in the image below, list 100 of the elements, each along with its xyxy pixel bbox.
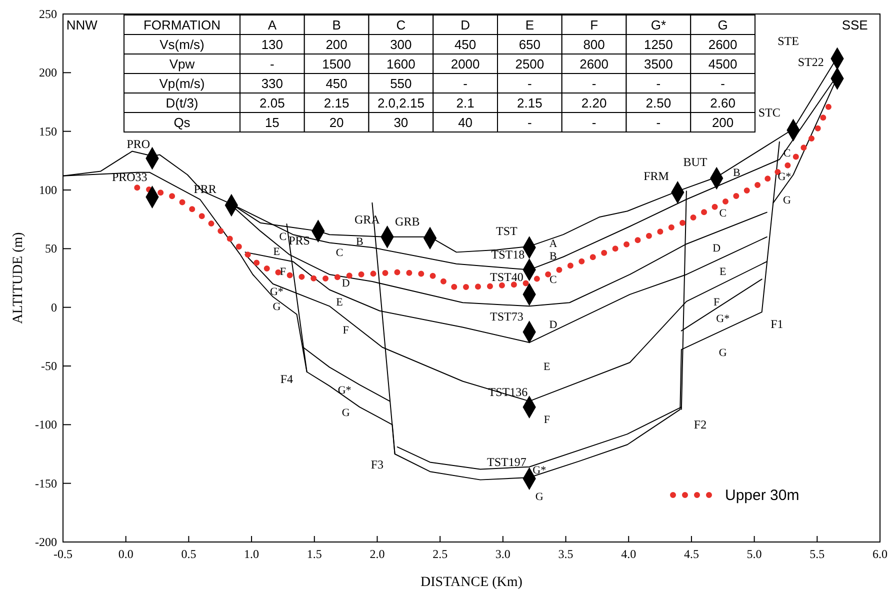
annotation: C	[396, 18, 406, 32]
y-tick-label: -200	[35, 535, 57, 549]
annotation: -	[463, 76, 468, 91]
annotation: 15	[264, 115, 280, 130]
x-tick-label: 6.0	[872, 547, 888, 561]
annotation: D	[460, 18, 470, 32]
annotation: GRB	[395, 214, 420, 229]
annotation: 20	[329, 115, 344, 130]
annotation: 2.60	[710, 96, 736, 110]
x-tick-label: 1.5	[306, 547, 322, 561]
annotation: TST197	[487, 455, 526, 470]
annotation: 30	[394, 115, 408, 130]
y-tick-label: -100	[35, 418, 57, 432]
annotation: 1250	[644, 37, 673, 52]
annotation: TST18	[491, 248, 525, 262]
annotation: G*	[532, 464, 546, 476]
annotation: -	[528, 76, 532, 91]
annotation: 200	[326, 37, 348, 52]
y-tick-label: 200	[39, 66, 57, 80]
x-tick-label: 1.0	[244, 547, 260, 561]
annotation: C	[336, 247, 344, 260]
annotation: 550	[390, 76, 412, 91]
x-axis-title: DISTANCE (Km)	[420, 575, 523, 590]
annotation: 200	[712, 115, 734, 130]
annotation: 300	[390, 37, 412, 52]
x-tick-label: 5.5	[810, 547, 825, 561]
annotation: 800	[583, 37, 605, 52]
x-tick-label: 4.0	[621, 547, 636, 561]
annotation: G*	[716, 312, 730, 325]
annotation: FORMATION	[143, 18, 221, 32]
y-tick-label: 0	[51, 300, 57, 314]
annotation: 2.20	[581, 96, 607, 110]
annotation: F	[280, 266, 286, 278]
annotation: NNW	[66, 18, 98, 33]
annotation: -	[656, 76, 661, 91]
annotation: F2	[694, 418, 707, 432]
y-tick-label: 100	[39, 183, 57, 197]
annotation: G	[342, 406, 350, 419]
annotation: 450	[326, 76, 348, 91]
x-tick-label: 0.5	[181, 547, 196, 561]
annotation: C	[550, 274, 557, 286]
annotation: Vs(m/s)	[160, 37, 204, 52]
annotation: 2000	[450, 56, 480, 72]
annotation: D	[342, 278, 350, 290]
annotation: 40	[458, 115, 473, 130]
x-tick-label: 2.0	[370, 547, 385, 561]
annotation: Vpw	[169, 56, 196, 72]
annotation: G	[718, 18, 728, 32]
annotation: STC	[758, 106, 780, 120]
annotation: -	[656, 115, 661, 130]
annotation: C	[719, 207, 727, 220]
annotation: B	[733, 166, 740, 179]
y-axis-title: ALTITUDE (m)	[11, 232, 26, 324]
x-tick-label: 3.0	[495, 547, 510, 561]
x-tick-label: 5.0	[746, 547, 762, 561]
annotation: 2.15	[517, 96, 542, 110]
annotation: -	[528, 115, 532, 130]
annotation: E	[336, 296, 344, 308]
y-tick-label: -50	[41, 359, 57, 373]
y-tick-label: 150	[39, 124, 57, 138]
annotation: 2.1	[456, 96, 474, 110]
annotation: 2.0,2.15	[377, 96, 424, 110]
annotation: -	[592, 76, 596, 91]
legend-label: Upper 30m	[725, 487, 800, 504]
x-tick-label: 4.5	[684, 547, 699, 561]
annotation: 130	[261, 37, 284, 52]
annotation: B	[550, 250, 557, 263]
annotation: 2600	[580, 56, 609, 72]
annotation: -	[270, 56, 274, 72]
annotation: 650	[518, 37, 541, 52]
x-tick-label: 0.0	[118, 547, 134, 561]
x-tick-label: 3.5	[558, 547, 574, 561]
annotation: PRO33	[112, 170, 148, 184]
annotation: G	[272, 301, 281, 314]
annotation: 2.05	[260, 96, 285, 110]
annotation: 2600	[708, 37, 738, 52]
annotation: PRO	[126, 137, 150, 152]
annotation: E	[525, 18, 534, 32]
x-tick-label: -0.5	[54, 547, 72, 561]
annotation: F	[590, 18, 598, 32]
annotation: TST	[496, 224, 518, 238]
annotation: Vp(m/s)	[159, 76, 205, 91]
annotation: 4500	[708, 56, 738, 72]
annotation: G*	[650, 18, 666, 32]
annotation: STE	[778, 34, 799, 48]
y-tick-label: -150	[35, 476, 57, 490]
annotation: F1	[770, 316, 784, 331]
annotation: G*	[338, 384, 352, 396]
annotation: B	[332, 18, 341, 32]
annotation: E	[720, 266, 727, 278]
annotation: TST40	[490, 270, 524, 284]
annotation: B	[356, 236, 364, 248]
annotation: G*	[270, 286, 284, 298]
annotation: F	[544, 414, 550, 426]
annotation: G	[535, 491, 544, 504]
annotation: 1600	[386, 56, 416, 72]
annotation: D	[549, 318, 558, 331]
annotation: -	[720, 76, 725, 91]
annotation: F	[342, 324, 349, 337]
annotation: ST22	[798, 55, 824, 70]
